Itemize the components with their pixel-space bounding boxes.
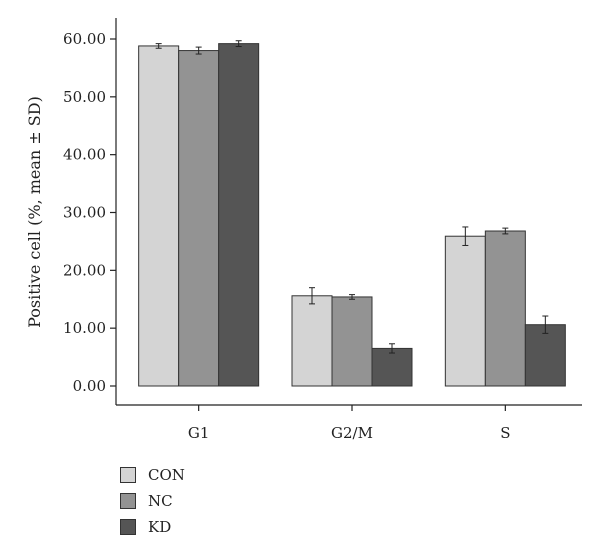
legend-swatch-nc (120, 493, 136, 509)
bar-con-g2m (291, 295, 333, 387)
legend-swatch-con (120, 467, 136, 483)
y-axis: 0.00 10.00 20.00 30.00 40.00 50.00 60.00 (63, 18, 117, 405)
legend-label-nc: NC (148, 492, 173, 510)
legend-swatch-kd (120, 519, 136, 535)
legend-item-kd: KD (120, 514, 185, 540)
y-tick-label: 0.00 (73, 377, 106, 395)
bar-con-g1 (138, 45, 180, 387)
bar-nc-s (484, 230, 526, 387)
legend-label-kd: KD (148, 518, 172, 536)
x-tick-label: S (500, 424, 510, 442)
y-tick-label: 40.00 (63, 146, 106, 164)
x-axis: G1 G2/M S (116, 404, 582, 442)
x-tick-label: G1 (188, 424, 210, 442)
bar-nc-g1 (178, 50, 220, 387)
bar-kd-g2m (371, 347, 413, 387)
y-tick-label: 50.00 (63, 88, 106, 106)
y-tick-label: 30.00 (63, 204, 106, 222)
bar-con-s (444, 235, 486, 387)
bar-kd-g1 (218, 43, 260, 387)
bars (138, 40, 566, 387)
legend-item-nc: NC (120, 488, 185, 514)
legend-item-con: CON (120, 462, 185, 488)
bar-chart: 0.00 10.00 20.00 30.00 40.00 50.00 60.00 G1 G2/… (25, 18, 582, 442)
y-axis-title: Positive cell (%, mean ± SD) (25, 96, 44, 328)
y-tick-label: 60.00 (63, 30, 106, 48)
y-tick-label: 10.00 (63, 319, 106, 337)
legend: CON NC KD (120, 462, 185, 540)
x-tick-label: G2/M (331, 424, 373, 442)
y-tick-label: 20.00 (63, 261, 106, 279)
legend-label-con: CON (148, 466, 185, 484)
bar-nc-g2m (331, 296, 373, 387)
bar-kd-s (524, 324, 566, 387)
